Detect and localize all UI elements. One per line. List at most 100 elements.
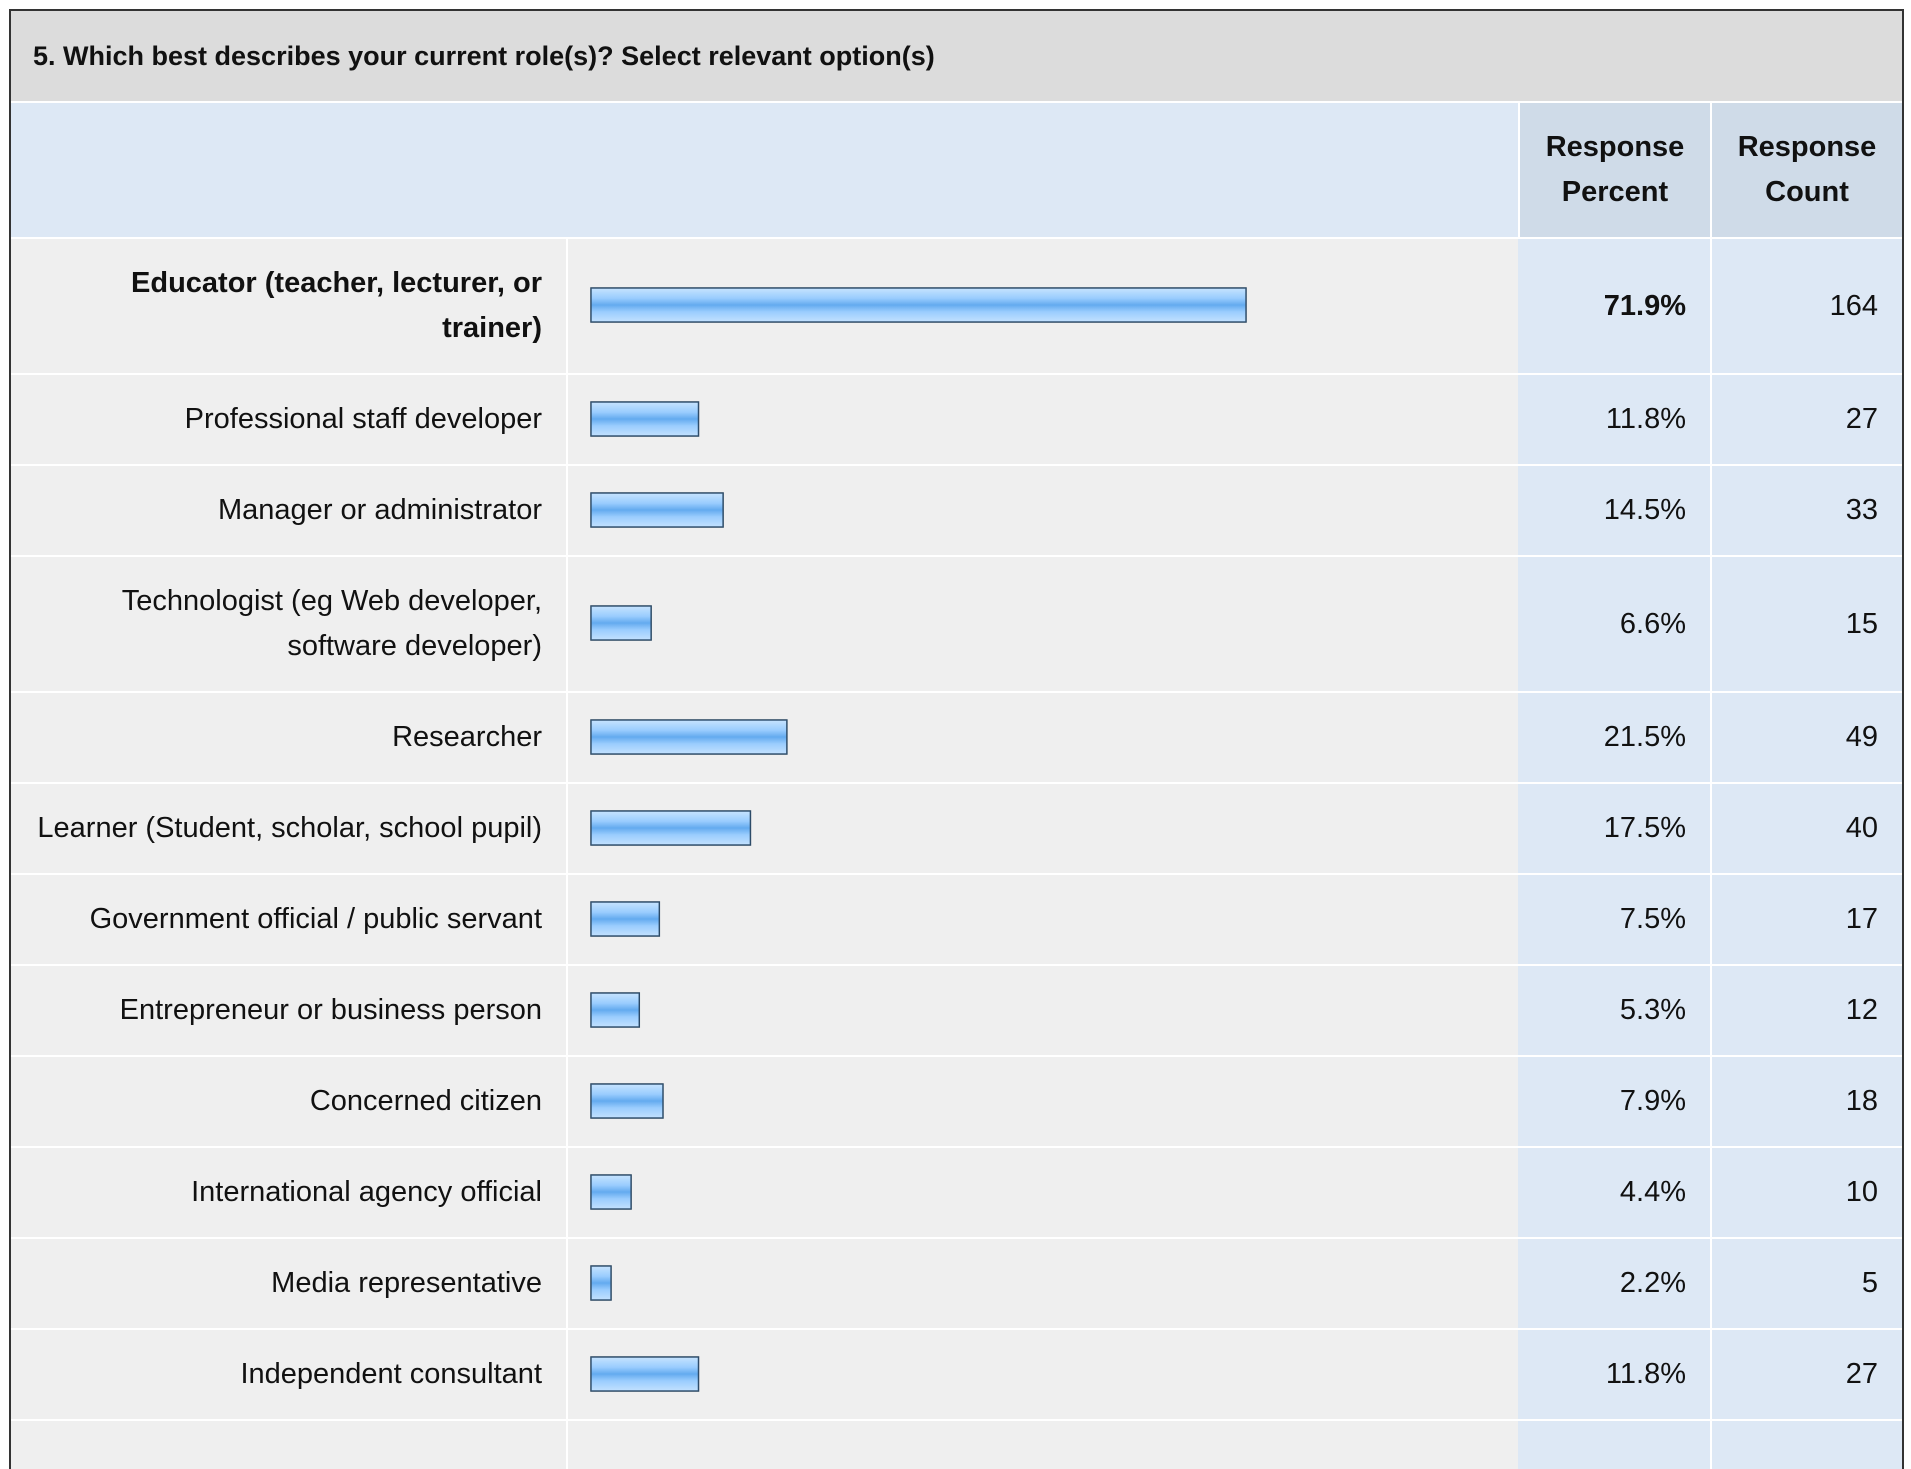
bar-cell <box>568 966 1518 1057</box>
row-label: Concerned citizen <box>11 1057 568 1148</box>
bar-track <box>590 400 700 437</box>
bar <box>590 809 752 846</box>
bar-track <box>590 1355 700 1392</box>
bar-cell <box>568 1330 1518 1421</box>
bar <box>590 491 724 528</box>
bar-tint <box>591 810 751 845</box>
percent-value: 71.9% <box>1518 239 1710 375</box>
bar <box>590 287 1247 323</box>
result-row: Educator (teacher, lecturer, or trainer)… <box>11 239 1902 375</box>
bar-cell <box>568 466 1518 557</box>
bar-tint <box>591 1356 699 1391</box>
bar-tint <box>591 719 787 754</box>
bar-track <box>590 718 788 755</box>
bar-tint <box>591 901 660 936</box>
result-row: Media representative 2.2% 5 <box>11 1239 1902 1330</box>
bar-cell <box>568 557 1518 693</box>
count-header: Response Count <box>1710 103 1902 239</box>
result-row: Independent consultant 11.8% 27 <box>11 1330 1902 1421</box>
count-value: 27 <box>1710 375 1902 466</box>
result-row: Concerned citizen 7.9% 18 <box>11 1057 1902 1148</box>
bar-cell <box>568 784 1518 875</box>
result-row: Government official / public servant 7.5%… <box>11 875 1902 966</box>
bar-tint <box>591 1174 632 1209</box>
header-blank <box>11 103 1518 239</box>
count-value: 10 <box>1710 1148 1902 1239</box>
count-value: 12 <box>1710 966 1902 1057</box>
bar <box>590 900 661 937</box>
bar-cell <box>568 239 1518 375</box>
percent-value: 5.3% <box>1518 966 1710 1057</box>
bar-cell <box>568 1239 1518 1330</box>
survey-panel: 5. Which best describes your current rol… <box>9 9 1904 1469</box>
percent-value: 14.5% <box>1518 466 1710 557</box>
bar-cell <box>568 1057 1518 1148</box>
bar <box>590 400 700 437</box>
percent-value: 6.6% <box>1518 557 1710 693</box>
count-value: 15 <box>1710 557 1902 693</box>
bar <box>590 718 788 755</box>
row-label: Government official / public servant <box>11 875 568 966</box>
percent-value: 4.4% <box>1518 1148 1710 1239</box>
bar-cell <box>568 375 1518 466</box>
bar-tint <box>591 992 640 1027</box>
question-title: 5. Which best describes your current rol… <box>11 11 1902 103</box>
bar-tint <box>591 1083 663 1118</box>
count-value: 18 <box>1710 1057 1902 1148</box>
count-value: 49 <box>1710 693 1902 784</box>
results-table: Response Percent Response Count Educator… <box>11 103 1902 1469</box>
bar-tint <box>591 401 699 436</box>
bar <box>590 605 652 641</box>
result-row: Manager or administrator 14.5% 33 <box>11 466 1902 557</box>
bar <box>590 1355 700 1392</box>
partial-row <box>11 1421 1902 1469</box>
bar-track <box>590 991 641 1028</box>
bar <box>590 1173 632 1210</box>
result-row: Learner (Student, scholar, school pupil)… <box>11 784 1902 875</box>
bar <box>590 1264 612 1301</box>
bar-cell <box>568 693 1518 784</box>
percent-value: 7.9% <box>1518 1057 1710 1148</box>
bar-track <box>590 809 752 846</box>
row-label: Technologist (eg Web developer, software… <box>11 557 568 693</box>
result-row: Technologist (eg Web developer, software… <box>11 557 1902 693</box>
empty-cell <box>568 1421 1518 1469</box>
bar-track <box>590 1173 632 1210</box>
row-label: Researcher <box>11 693 568 784</box>
row-label: Manager or administrator <box>11 466 568 557</box>
bar-track <box>590 491 724 528</box>
row-label: Media representative <box>11 1239 568 1330</box>
percent-value: 11.8% <box>1518 375 1710 466</box>
result-row: Entrepreneur or business person 5.3% 12 <box>11 966 1902 1057</box>
row-label: Learner (Student, scholar, school pupil) <box>11 784 568 875</box>
percent-value: 11.8% <box>1518 1330 1710 1421</box>
row-label: Professional staff developer <box>11 375 568 466</box>
empty-cell <box>11 1421 568 1469</box>
count-value: 5 <box>1710 1239 1902 1330</box>
header-row: Response Percent Response Count <box>11 103 1902 239</box>
row-label: Independent consultant <box>11 1330 568 1421</box>
count-value: 33 <box>1710 466 1902 557</box>
row-label: Entrepreneur or business person <box>11 966 568 1057</box>
results-body: Educator (teacher, lecturer, or trainer)… <box>11 239 1902 1469</box>
bar-tint <box>591 606 652 640</box>
result-row: Researcher 21.5% 49 <box>11 693 1902 784</box>
bar <box>590 991 641 1028</box>
bar-cell <box>568 875 1518 966</box>
bar-track <box>590 900 661 937</box>
bar-track <box>590 1264 612 1301</box>
count-value: 164 <box>1710 239 1902 375</box>
percent-header: Response Percent <box>1518 103 1710 239</box>
row-label: Educator (teacher, lecturer, or trainer) <box>11 239 568 375</box>
percent-value: 7.5% <box>1518 875 1710 966</box>
count-value: 40 <box>1710 784 1902 875</box>
percent-value: 21.5% <box>1518 693 1710 784</box>
bar-tint <box>591 492 724 527</box>
empty-cell <box>1710 1421 1902 1469</box>
count-value: 17 <box>1710 875 1902 966</box>
percent-value: 17.5% <box>1518 784 1710 875</box>
result-row: Professional staff developer 11.8% 27 <box>11 375 1902 466</box>
bar-track <box>590 605 652 641</box>
result-row: International agency official 4.4% 10 <box>11 1148 1902 1239</box>
